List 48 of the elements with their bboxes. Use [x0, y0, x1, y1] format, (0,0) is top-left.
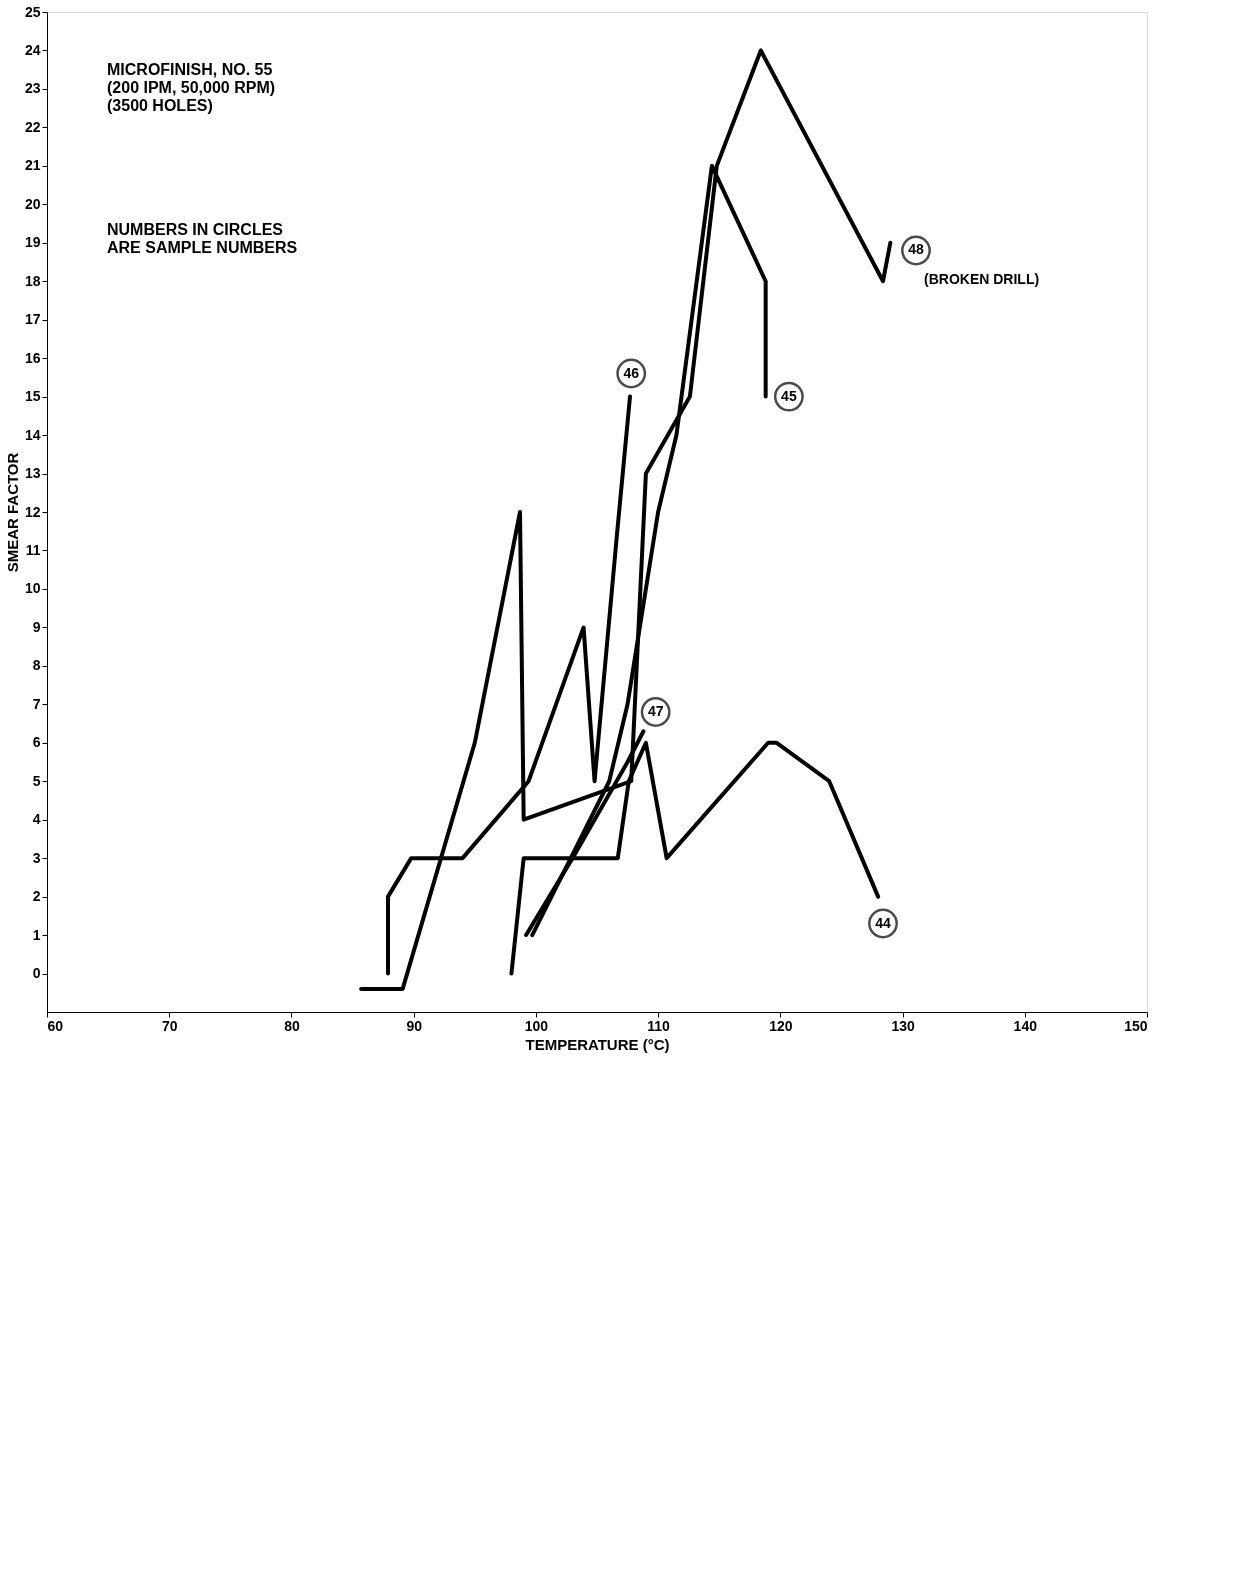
- x-tick-label: 130: [891, 1017, 915, 1034]
- y-tick-label: 21: [24, 157, 41, 174]
- y-tick-label: 4: [32, 811, 41, 828]
- y-tick-label: 24: [24, 41, 41, 58]
- y-axis-title: SMEAR FACTOR: [3, 452, 21, 573]
- y-tick-label: 6: [32, 734, 41, 751]
- y-tick-label: 17: [24, 311, 41, 328]
- annotation: 46: [623, 364, 640, 381]
- x-axis-title: TEMPERATURE (°C): [525, 1035, 670, 1053]
- y-tick-label: 10: [24, 580, 41, 597]
- y-tick-label: 14: [24, 426, 41, 443]
- x-tick-label: 60: [47, 1017, 64, 1034]
- y-tick-label: 8: [32, 657, 41, 674]
- annotation: 45: [781, 387, 797, 404]
- y-tick-label: 2: [32, 888, 41, 905]
- y-tick-label: 7: [32, 695, 41, 712]
- y-tick-label: 5: [32, 772, 41, 789]
- x-tick-label: 120: [769, 1017, 793, 1034]
- line-series: [359, 48, 893, 991]
- y-tick-label: 11: [25, 541, 41, 558]
- y-tick-label: 22: [24, 118, 41, 135]
- y-tick-label: 15: [24, 388, 41, 405]
- annotation: 47: [647, 703, 664, 719]
- y-tick-label: 12: [24, 503, 41, 520]
- x-tick-label: 140: [1013, 1017, 1038, 1034]
- y-tick-label: 19: [24, 234, 41, 251]
- x-tick-label: 70: [161, 1017, 178, 1034]
- annotation: (BROKEN DRILL): [924, 271, 1040, 288]
- y-tick-label: 20: [24, 195, 41, 212]
- line-series: [386, 394, 632, 976]
- y-tick-label: 18: [24, 272, 41, 289]
- annotation: 48: [908, 241, 924, 258]
- y-tick-label: 16: [24, 349, 41, 366]
- y-tick-label: 9: [32, 618, 41, 635]
- annotation: MICROFINISH, NO. 55 (200 IPM, 50,000 RPM) (3500 HOLES): [107, 61, 276, 114]
- x-tick-label: 110: [647, 1017, 671, 1034]
- annotation: NUMBERS IN CIRCLES ARE SAMPLE NUMBERS: [107, 221, 298, 256]
- annotation: 44: [875, 914, 891, 931]
- x-tick-label: 80: [284, 1017, 300, 1034]
- y-tick-label: 3: [32, 849, 41, 866]
- y-tick-label: 23: [24, 80, 41, 97]
- y-tick-label: 13: [24, 465, 41, 482]
- x-tick-label: 100: [524, 1017, 549, 1034]
- y-tick-label: 1: [32, 926, 41, 943]
- x-tick-label: 150: [1124, 1017, 1148, 1034]
- x-tick-label: 90: [406, 1017, 423, 1034]
- y-tick-label: 25: [24, 3, 41, 20]
- y-tick-label: 0: [32, 965, 41, 982]
